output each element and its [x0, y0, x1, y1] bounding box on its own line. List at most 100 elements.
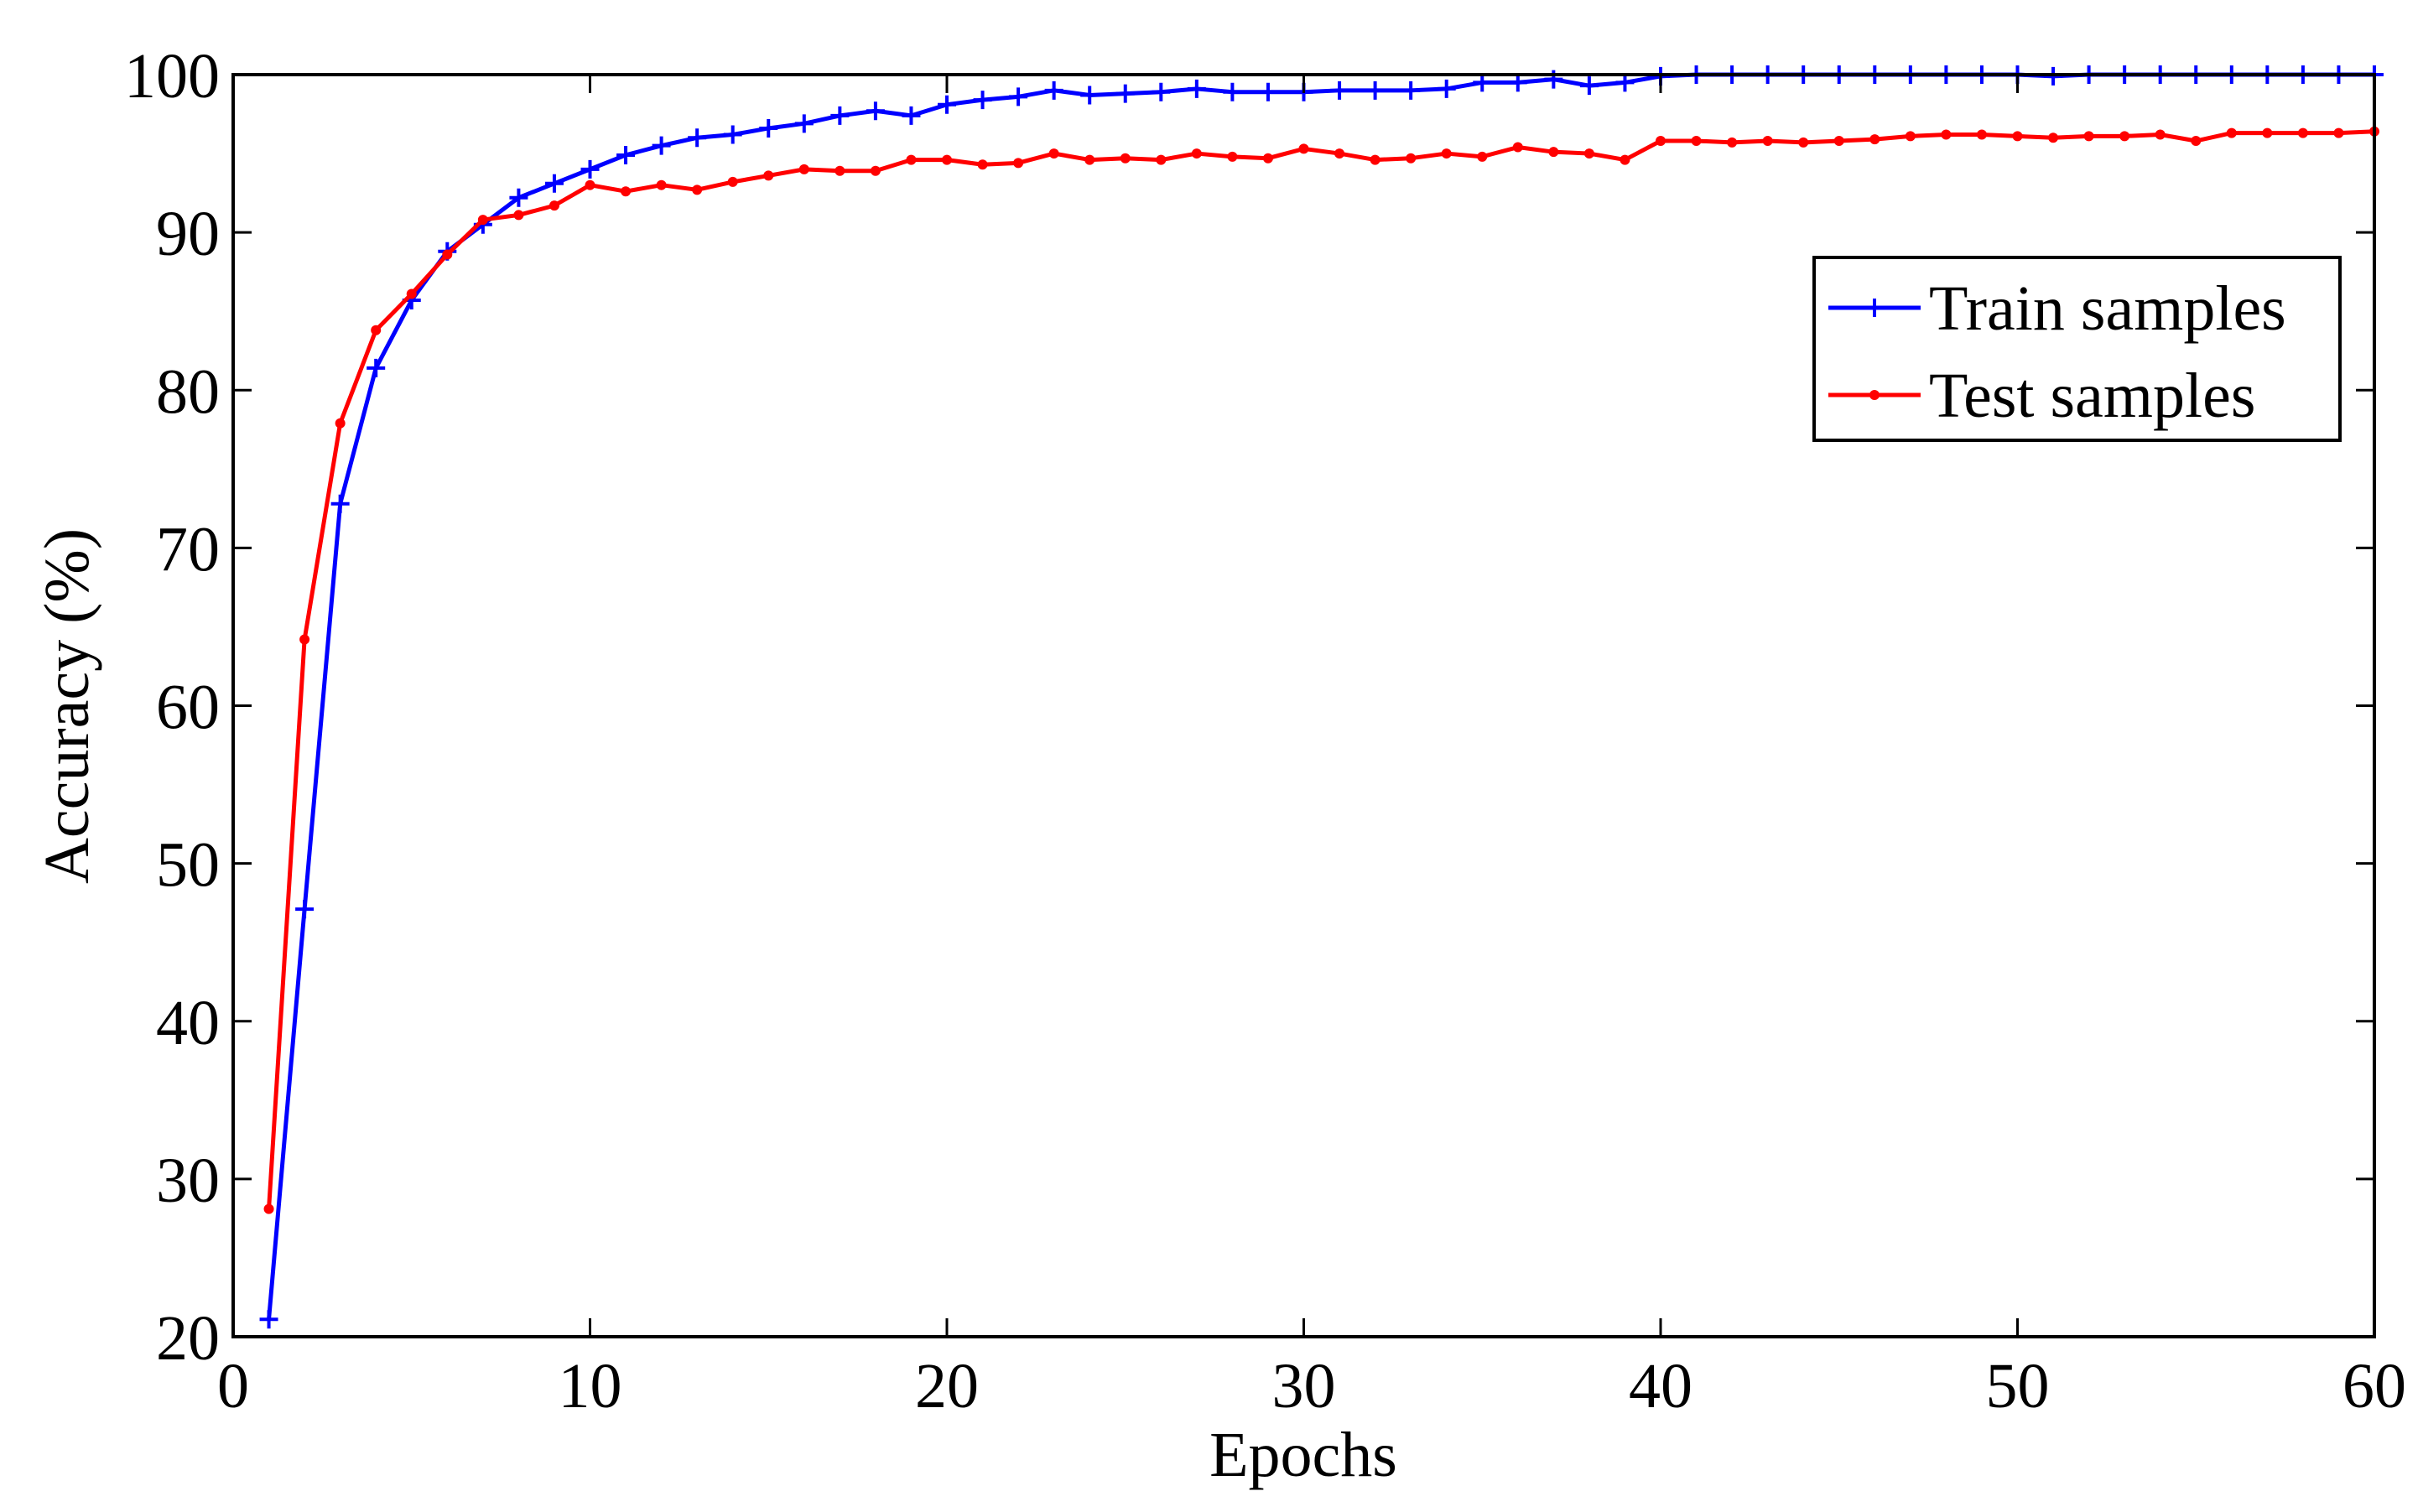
test-samples-point [1905, 131, 1916, 142]
y-axis-label: Accuracy (%) [32, 528, 102, 884]
test-samples-point [1298, 143, 1309, 154]
x-tick-label: 0 [217, 1351, 249, 1421]
test-samples-point [1620, 154, 1630, 165]
test-samples-point [513, 210, 524, 221]
test-samples-point [2297, 127, 2308, 138]
train-samples-point [1365, 81, 1385, 100]
test-samples-point [1762, 136, 1773, 147]
y-tick-label: 70 [156, 514, 220, 585]
x-tick-label: 10 [559, 1351, 622, 1421]
test-samples-point [1334, 148, 1345, 159]
train-samples-point [1330, 81, 1349, 100]
test-samples-point [1869, 134, 1880, 145]
train-samples-point [1473, 73, 1492, 92]
test-samples-point [406, 288, 417, 299]
test-samples-point [549, 200, 559, 211]
test-samples-point [2083, 131, 2094, 142]
train-samples-point [367, 358, 386, 377]
train-samples-point [902, 106, 921, 125]
test-samples-point [1191, 148, 1202, 159]
test-samples-point [798, 164, 809, 174]
test-samples-point [977, 159, 988, 170]
test-samples-point [835, 165, 845, 176]
test-samples-point [2155, 129, 2166, 140]
train-samples-point [652, 136, 671, 155]
test-samples-point [2226, 127, 2237, 138]
test-samples-point [1406, 153, 1417, 164]
test-samples-point [299, 634, 310, 645]
test-samples-point [727, 176, 738, 187]
legend-box [1812, 256, 2342, 442]
x-tick-label: 50 [1986, 1351, 2050, 1421]
train-samples-point [259, 1310, 278, 1329]
y-tick-label: 30 [156, 1146, 220, 1216]
x-tick-label: 40 [1629, 1351, 1692, 1421]
test-samples-point [1512, 142, 1523, 153]
y-tick-label: 50 [156, 830, 220, 901]
train-samples-point [509, 188, 528, 207]
x-tick-label: 30 [1272, 1351, 1336, 1421]
axis-ticks: 0 10 20 30 40 50 60 20 30 40 50 60 70 80 90 100 [124, 41, 2406, 1421]
test-samples-point [656, 179, 667, 190]
test-samples-point [1013, 158, 1024, 169]
train-samples-point [330, 494, 350, 513]
train-samples-point [938, 95, 956, 114]
train-samples-point [616, 145, 636, 164]
test-samples-point [1120, 153, 1131, 164]
test-samples-point [2262, 127, 2273, 138]
train-samples-point [580, 159, 600, 179]
test-samples-point [1156, 154, 1167, 165]
test-samples-point [1084, 154, 1095, 165]
test-samples-point [692, 184, 703, 195]
test-samples-point [2191, 136, 2202, 147]
test-samples-point [621, 186, 632, 197]
test-samples-point [2048, 132, 2059, 143]
test-samples-point [1227, 151, 1238, 162]
test-samples-point [263, 1203, 274, 1214]
test-samples-point [1548, 147, 1559, 158]
train-samples-point [759, 118, 778, 138]
legend: Train samples Test samples [1812, 256, 2342, 442]
legend-label-train-samples: Train samples [1929, 273, 2286, 344]
test-samples-point [906, 154, 917, 165]
legend-item-train-samples: Train samples [1828, 273, 2286, 344]
test-samples-point [1583, 148, 1594, 159]
test-samples-point [2012, 131, 2023, 142]
test-samples-point [585, 179, 595, 190]
legend-items: Train samples Test samples [1828, 273, 2286, 431]
test-samples-point [2119, 131, 2130, 142]
y-tick-label: 20 [156, 1303, 220, 1374]
train-samples-point [1152, 82, 1171, 101]
legend-item-test-samples: Test samples [1828, 361, 2255, 431]
x-tick-label: 20 [915, 1351, 979, 1421]
y-tick-label: 100 [124, 41, 220, 112]
train-samples-point [723, 125, 742, 144]
test-samples-point [1691, 136, 1702, 147]
legend-marker-train-samples [1865, 299, 1884, 317]
train-samples-point [794, 114, 814, 133]
train-samples-point [1579, 76, 1599, 96]
train-samples-point [1009, 87, 1028, 107]
y-tick-label: 40 [156, 988, 220, 1058]
x-tick-label: 60 [2342, 1351, 2406, 1421]
train-samples-point [1508, 73, 1527, 92]
test-samples-line [267, 129, 2375, 1209]
train-samples-point [1223, 82, 1242, 101]
test-samples-point [442, 249, 453, 260]
train-samples-point [1258, 82, 1277, 101]
y-tick-label: 80 [156, 356, 220, 427]
test-samples-point [1798, 137, 1809, 148]
legend-marker-test-samples [1869, 390, 1880, 400]
train-samples-point [1044, 81, 1063, 100]
train-samples-point [688, 128, 707, 148]
train-samples-point [1115, 84, 1135, 103]
legend-label-test-samples: Test samples [1929, 361, 2255, 431]
test-samples-point [1941, 129, 1952, 140]
train-samples-point [1615, 73, 1635, 92]
test-samples-point [477, 215, 488, 226]
train-samples-point [866, 101, 885, 121]
test-samples-point [1727, 137, 1738, 148]
test-samples-point [335, 418, 346, 429]
